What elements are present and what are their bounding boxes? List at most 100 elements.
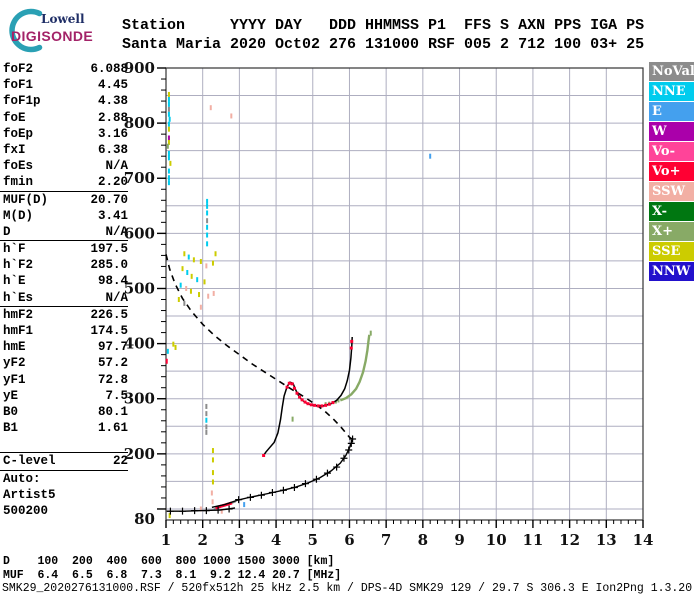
param-row-foes: foEs N/A: [3, 158, 128, 174]
param-value: 1.61: [97, 421, 128, 436]
svg-text:12: 12: [559, 531, 580, 549]
legend-item-sse: SSE: [649, 242, 694, 261]
param-label: fxI: [3, 142, 26, 157]
param-value: 2.20: [97, 175, 128, 190]
svg-text:1: 1: [161, 531, 171, 549]
param-label: h`E: [3, 274, 26, 289]
muf-distance-table: D 100 200 400 600 800 1000 1500 3000 [km…: [3, 555, 342, 582]
param-value: 97.7: [97, 340, 128, 355]
panel-separator: [0, 240, 128, 242]
svg-text:700: 700: [124, 169, 155, 187]
panel-footer-text: 500200: [3, 503, 49, 518]
param-value: 2.88: [97, 110, 128, 125]
svg-text:11: 11: [522, 531, 543, 549]
svg-text:14: 14: [633, 531, 654, 549]
param-label: h`F: [3, 242, 26, 257]
trace-vo-plus-dots: [262, 339, 354, 458]
param-value: 3.41: [97, 208, 128, 223]
param-value: 174.5: [90, 324, 128, 338]
svg-text:8: 8: [418, 531, 428, 549]
noise-echo-dots: [165, 91, 432, 519]
panel-footer-text: Artist5: [3, 487, 56, 502]
param-label: foF1: [3, 78, 34, 93]
param-label: h`Es: [3, 290, 34, 305]
param-label: D: [3, 224, 11, 239]
param-value: N/A: [105, 159, 128, 174]
param-label: yF2: [3, 356, 26, 371]
trace-artist-e: [166, 505, 236, 515]
svg-text:7: 7: [381, 531, 391, 549]
legend-item-vo: Vo-: [649, 142, 694, 161]
param-label: hmE: [3, 340, 26, 355]
svg-text:10: 10: [486, 531, 507, 549]
svg-text:80: 80: [134, 510, 155, 528]
trace-profile-dashed: [165, 254, 354, 441]
param-row-fof1p: foF1p 4.38: [3, 93, 128, 109]
param-row-ye: yE 7.5: [3, 388, 128, 404]
param-value: 80.1: [97, 404, 128, 419]
param-value: 20.70: [90, 192, 128, 207]
param-value: 3.16: [97, 126, 128, 141]
axis-ticks: [157, 67, 644, 528]
parameter-panel: foF2 6.088 foF1 4.45 foF1p 4.38 foE 2.88 foEp 3.1…: [0, 61, 128, 519]
param-label: hmF1: [3, 324, 34, 338]
legend-item-x: X+: [649, 222, 694, 241]
param-label: MUF(D): [3, 192, 49, 207]
param-row-fxi: fxI 6.38: [3, 142, 128, 158]
station-header: Station YYYY DAY DDD HHMMSS P1 FFS S AXN…: [122, 16, 644, 54]
param-value: N/A: [105, 224, 128, 239]
logo-lowell-text: Lowell: [41, 12, 85, 26]
param-value: 57.2: [97, 356, 128, 371]
svg-text:13: 13: [596, 531, 617, 549]
param-label: C-level: [3, 454, 56, 469]
param-row-fmin: fmin 2.20: [3, 174, 128, 190]
legend-item-x: X-: [649, 202, 694, 221]
param-row-hmf1: hmF1 174.5: [3, 323, 128, 339]
param-label: hmF2: [3, 307, 34, 322]
chart-gridlines: [166, 68, 643, 520]
param-value: 6.088: [90, 62, 128, 76]
svg-text:2: 2: [197, 531, 207, 549]
param-label: h`F2: [3, 258, 34, 273]
param-label: foEp: [3, 126, 34, 141]
svg-text:600: 600: [124, 224, 155, 242]
trace-x-mode: [324, 334, 371, 406]
svg-text:500: 500: [124, 279, 155, 297]
trace-artist-f: [235, 435, 357, 504]
header-line-1: Station YYYY DAY DDD HHMMSS P1 FFS S AXN…: [122, 17, 645, 34]
param-label: B1: [3, 421, 19, 436]
logo-arc-icon: [9, 8, 43, 53]
param-row-clevel: C-level 22: [3, 453, 128, 469]
param-row-yf1: yF1 72.8: [3, 372, 128, 388]
param-value: 4.38: [97, 94, 128, 109]
param-row-foe: foE 2.88: [3, 110, 128, 126]
svg-text:9: 9: [454, 531, 464, 549]
param-row-yf2: yF2 57.2: [3, 355, 128, 371]
panel-separator: [0, 190, 128, 192]
panel-separator: [0, 452, 128, 454]
param-value: 98.4: [97, 274, 128, 289]
param-label: M(D): [3, 208, 34, 223]
param-value: 72.8: [97, 372, 128, 387]
panel-footer-line: 500200: [3, 503, 128, 519]
file-info-footer: SMK29_2020276131000.RSF / 520fx512h 25 k…: [2, 582, 693, 595]
panel-footer-line: Auto:: [3, 471, 128, 487]
param-row-b1: B1 1.61: [3, 420, 128, 436]
svg-text:5: 5: [308, 531, 318, 549]
header-line-2: Santa Maria 2020 Oct02 276 131000 RSF 00…: [122, 36, 645, 53]
logo-digisonde-text: DIGISONDE: [11, 28, 94, 44]
param-label: foF2: [3, 62, 34, 76]
param-value: 22: [112, 454, 128, 469]
param-row-fof2: foF2 6.088: [3, 61, 128, 77]
panel-footer-text: Auto:: [3, 471, 41, 486]
param-row-foep: foEp 3.16: [3, 126, 128, 142]
param-label: foF1p: [3, 94, 41, 109]
param-value: 197.5: [90, 242, 128, 257]
lowell-digisonde-logo: Lowell DIGISONDE: [4, 4, 119, 54]
panel-separator: [0, 469, 128, 471]
param-row-mufd: MUF(D) 20.70: [3, 192, 128, 208]
param-row-md: M(D) 3.41: [3, 208, 128, 224]
param-row-he: h`E 98.4: [3, 273, 128, 289]
